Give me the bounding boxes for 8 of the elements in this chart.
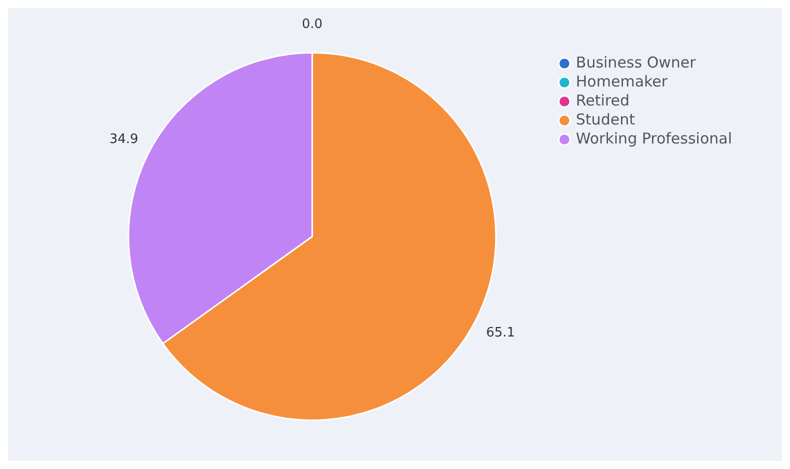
legend-label: Retired	[576, 91, 630, 110]
data-label: 34.9	[109, 132, 138, 148]
data-label: 65.1	[486, 326, 516, 341]
legend-label: Homemaker	[576, 72, 668, 90]
legend-label: Working Professional	[576, 129, 732, 148]
legend-label: Student	[576, 110, 636, 128]
legend-label: Business Owner	[576, 53, 697, 72]
text: 0.0	[302, 17, 323, 32]
